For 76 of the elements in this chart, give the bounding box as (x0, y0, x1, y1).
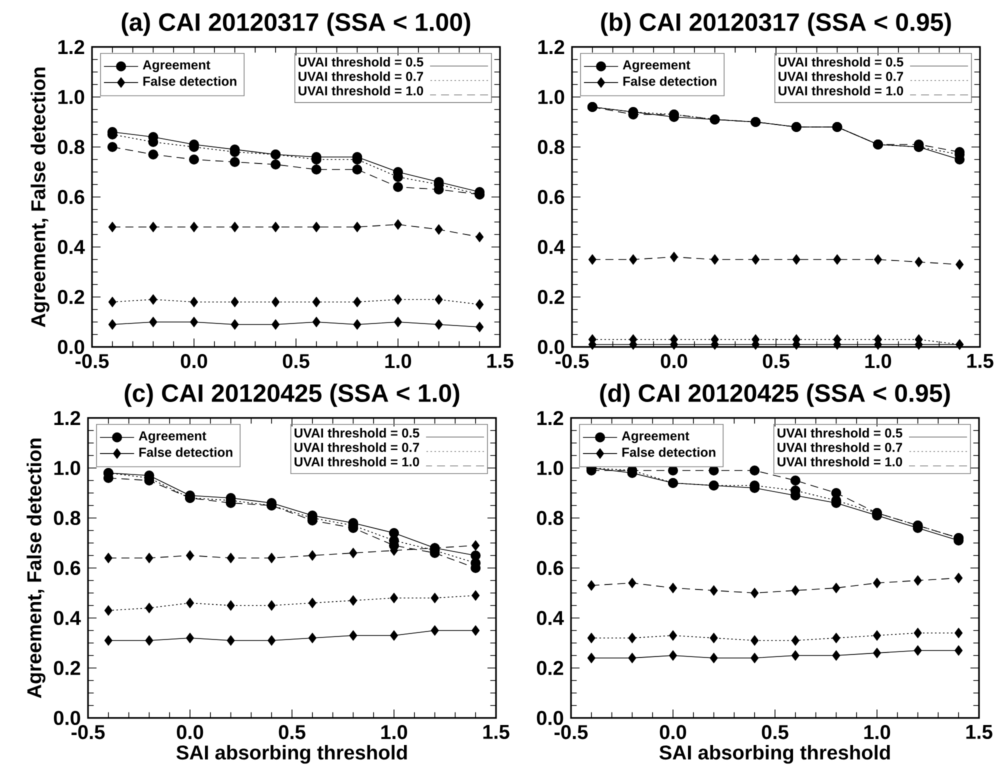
y-tick-label: 0.2 (538, 290, 564, 304)
x-axis-title: SAI absorbing threshold (176, 744, 407, 764)
y-tick-label: 0.8 (538, 140, 564, 154)
y-tick-label: 0.4 (58, 240, 85, 254)
x-tick-label: -0.5 (554, 725, 588, 740)
y-tick-label: 0.0 (58, 340, 84, 354)
x-tick-label: 1.5 (967, 354, 994, 368)
y-tick-label: 0.6 (536, 560, 564, 576)
y-tick-label: 0.0 (536, 710, 564, 726)
y-tick-label: 1.0 (54, 460, 80, 476)
y-tick-label: 0.4 (538, 240, 565, 254)
annotation: UVAI threshold = 1.0 (778, 86, 904, 96)
x-axis-title: SAI absorbing threshold (659, 744, 890, 764)
y-tick-label: 0.2 (58, 290, 84, 304)
legend-label: Agreement (142, 60, 210, 72)
y-tick-label: 0.2 (54, 660, 80, 676)
legend-label: False detection (139, 447, 232, 457)
legend-label: Agreement (622, 431, 690, 444)
y-tick-label: 0.0 (54, 710, 80, 726)
y-tick-label: 0.8 (58, 140, 84, 154)
y-tick-label: 0.6 (58, 190, 84, 204)
y-tick-label: 0.8 (54, 510, 80, 526)
y-tick-label: 0.6 (538, 190, 564, 204)
y-tick-label: 1.2 (58, 40, 84, 54)
chart-title: (a) CAI 20120317 (SSA < 1.00) (122, 12, 470, 36)
x-tick-label: 0.5 (278, 725, 306, 740)
annotation: UVAI threshold = 0.7 (778, 71, 904, 81)
x-tick-label: 1.5 (487, 354, 514, 368)
x-tick-label: 1.5 (966, 725, 992, 739)
annotation: UVAI threshold = 0.5 (778, 428, 902, 438)
y-tick-label: 0.6 (54, 560, 80, 576)
y-tick-label: 1.2 (538, 40, 564, 54)
annotation: UVAI threshold = 0.7 (778, 442, 902, 452)
x-tick-label: 0.0 (180, 354, 208, 368)
x-tick-label: -0.5 (76, 354, 109, 368)
annotation: UVAI threshold = 0.5 (294, 428, 420, 438)
x-tick-label: 1.0 (865, 354, 892, 368)
x-tick-label: 1.5 (483, 725, 510, 739)
x-tick-label: 0.5 (762, 725, 788, 740)
y-tick-label: 1.0 (58, 90, 84, 104)
chart-title: (d) CAI 20120425 (SSA < 0.95) (600, 384, 950, 407)
annotation: UVAI threshold = 1.0 (778, 456, 902, 466)
chart-title: (c) CAI 20120425 (SSA < 1.0) (124, 384, 460, 407)
annotation: UVAI threshold = 1.0 (298, 86, 424, 96)
annotation: UVAI threshold = 0.7 (298, 71, 424, 81)
x-tick-label: 0.0 (660, 354, 688, 368)
y-tick-label: 1.2 (54, 411, 80, 425)
x-tick-label: 0.5 (282, 354, 310, 368)
x-tick-label: 0.0 (660, 725, 686, 740)
legend-label: False detection (143, 76, 236, 86)
annotation: UVAI threshold = 0.5 (298, 57, 424, 67)
y-tick-label: 0.2 (536, 660, 564, 676)
x-tick-label: 1.0 (381, 725, 408, 740)
y-tick-label: 1.2 (537, 411, 564, 425)
legend-label: False detection (622, 447, 716, 457)
x-tick-label: 1.0 (385, 354, 412, 368)
annotation: UVAI threshold = 0.5 (778, 57, 904, 67)
x-tick-label: 0.5 (762, 354, 790, 368)
y-tick-label: 1.0 (537, 460, 564, 476)
y-tick-label: 1.0 (538, 90, 564, 104)
y-tick-label: 0.8 (536, 510, 564, 526)
y-axis-title: Agreement, False detection (30, 68, 50, 328)
legend-label: Agreement (138, 431, 206, 444)
x-tick-label: 0.0 (176, 725, 204, 740)
x-tick-label: 1.0 (864, 725, 890, 740)
annotation: UVAI threshold = 0.7 (294, 442, 420, 452)
y-tick-label: 0.4 (536, 610, 564, 626)
legend-label: Agreement (622, 60, 690, 72)
x-tick-label: -0.5 (72, 725, 105, 740)
x-tick-label: -0.5 (556, 354, 589, 368)
y-axis-title: Agreement, False detection (26, 438, 46, 698)
chart-title: (b) CAI 20120317 (SSA < 0.95) (601, 12, 951, 36)
annotation: UVAI threshold = 1.0 (294, 456, 420, 466)
y-tick-label: 0.4 (54, 610, 81, 626)
legend-label: False detection (623, 76, 716, 86)
y-tick-label: 0.0 (538, 340, 564, 354)
